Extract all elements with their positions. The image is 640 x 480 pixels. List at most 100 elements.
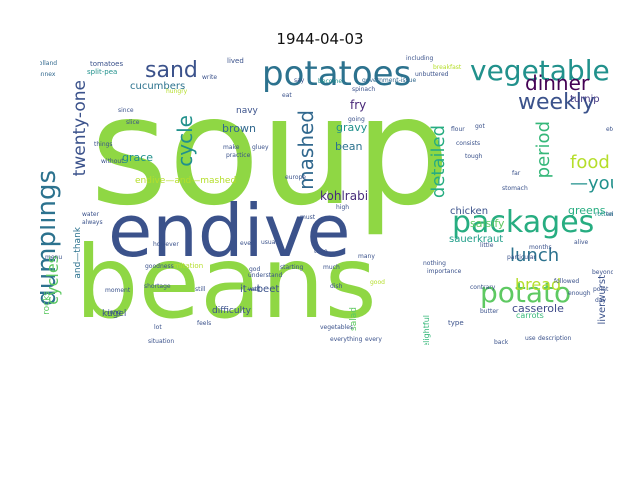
word-cloud-word: rotten xyxy=(595,211,613,218)
word-cloud-word: point xyxy=(593,286,609,293)
word-cloud-word: understand xyxy=(248,272,283,279)
word-cloud-word: use xyxy=(525,335,536,342)
word-cloud-word: starting xyxy=(280,264,304,271)
word-cloud-word: packages xyxy=(452,205,595,240)
word-cloud-word: endive xyxy=(108,189,351,273)
word-cloud-word: lot xyxy=(154,324,162,331)
word-cloud-word: annex xyxy=(40,71,56,78)
word-cloud-word: salsify xyxy=(470,217,505,230)
word-cloud-word: holland xyxy=(40,60,58,67)
word-cloud-word: followed xyxy=(554,278,580,285)
word-cloud-word: menu xyxy=(45,254,63,261)
word-cloud-word: lunch xyxy=(510,245,560,266)
word-cloud-word: since xyxy=(118,107,134,114)
word-cloud-word: god xyxy=(249,266,261,273)
word-cloud-word: situation xyxy=(148,338,175,345)
word-cloud-word: long xyxy=(108,309,121,316)
word-cloud-word: bean xyxy=(335,140,363,153)
word-cloud-word: enough xyxy=(568,290,591,297)
word-cloud-word: soup xyxy=(90,65,451,239)
word-cloud-word: kugel xyxy=(102,309,127,319)
word-cloud-word: beans xyxy=(75,224,377,341)
word-cloud-word: well xyxy=(248,286,260,293)
word-cloud-word: it—beet xyxy=(240,284,280,295)
word-cloud-word: tell xyxy=(606,211,613,218)
word-cloud-word: months xyxy=(529,244,552,251)
word-cloud-word: government-issue xyxy=(362,77,417,84)
word-cloud-word: must xyxy=(300,214,316,221)
word-cloud-word: tomatoes xyxy=(90,60,124,68)
word-cloud-word: butter xyxy=(480,308,499,315)
word-cloud-word: say xyxy=(294,77,305,84)
word-cloud-word: things xyxy=(94,141,113,148)
word-cloud-word: and—thank xyxy=(73,227,83,279)
word-cloud-word: going xyxy=(348,116,365,123)
word-cloud-word: day xyxy=(595,297,607,304)
word-cloud-word: little xyxy=(480,242,494,249)
word-cloud-word: alive xyxy=(574,239,589,246)
word-cloud-word: even xyxy=(240,240,255,247)
word-cloud-word: weekly xyxy=(518,90,595,115)
word-cloud-word: —you xyxy=(570,173,613,194)
word-cloud-word: grace xyxy=(122,151,154,164)
word-cloud-word: everything xyxy=(330,336,363,343)
word-cloud-word: gravy xyxy=(336,121,368,134)
word-cloud-word: bread xyxy=(515,275,562,294)
word-cloud-word: rocks xyxy=(42,291,52,315)
word-cloud-word: chicken xyxy=(450,206,489,217)
chart-title: 1944-04-03 xyxy=(276,30,364,48)
word-cloud-word: unbuttered xyxy=(415,71,449,78)
word-cloud-word: brown xyxy=(222,122,256,135)
word-cloud-word: consists xyxy=(456,140,481,147)
word-cloud-word: write xyxy=(202,74,218,81)
word-cloud-word: particular xyxy=(507,254,536,261)
word-cloud-word: moment xyxy=(105,287,131,294)
word-cloud-word: europe xyxy=(285,174,306,181)
word-cloud-word: importance xyxy=(427,268,462,275)
word-cloud-word: potato xyxy=(480,276,572,309)
word-cloud-word: beyond xyxy=(592,269,613,276)
word-cloud-word: difficulty xyxy=(212,306,251,316)
word-cloud-word: contrary xyxy=(470,284,496,291)
word-cloud-word: stomach xyxy=(502,185,528,192)
word-cloud-word: every xyxy=(365,336,382,343)
word-cloud-word: nothing xyxy=(423,260,446,267)
word-cloud-word: much xyxy=(323,264,340,271)
word-cloud-word: casserole xyxy=(512,302,564,315)
word-cloud-word: lived xyxy=(227,57,244,65)
word-cloud-word: cucumbers xyxy=(130,81,186,92)
word-cloud-word: spinach xyxy=(352,86,376,93)
word-cloud-word: period xyxy=(533,121,554,179)
word-cloud-word: endive—and—mashed xyxy=(135,176,237,186)
word-cloud-word: however xyxy=(153,241,179,248)
word-cloud-word: greens xyxy=(568,204,606,217)
word-cloud-word: become xyxy=(318,78,343,85)
word-cloud-word: goodness xyxy=(145,263,174,270)
word-cloud-word: many xyxy=(358,253,375,260)
word-cloud-word: feels xyxy=(197,320,212,327)
word-cloud-word: sand xyxy=(145,58,198,83)
word-cloud-word: delightful xyxy=(422,315,431,345)
word-cloud-word: far xyxy=(512,170,521,177)
word-cloud-word: flour xyxy=(451,126,465,133)
word-cloud-word: always xyxy=(82,219,103,226)
word-cloud-word: usual xyxy=(261,239,278,246)
word-cloud-word: cycle xyxy=(173,115,197,167)
word-cloud-word: back xyxy=(494,339,509,346)
word-cloud-word: dish xyxy=(330,283,343,290)
word-cloud-word: dinner xyxy=(525,71,590,95)
word-cloud-word: etc xyxy=(251,286,261,293)
word-cloud-word: turnip xyxy=(570,94,600,105)
word-cloud-word: tough xyxy=(465,153,483,160)
word-cloud-word: high xyxy=(336,204,350,211)
word-cloud-word: practice xyxy=(226,152,251,159)
word-cloud-word: make xyxy=(223,144,240,151)
word-cloud-word: time xyxy=(314,248,328,255)
word-cloud-word: shortage xyxy=(144,283,171,290)
word-cloud-word: water xyxy=(82,211,100,218)
word-cloud-word: good xyxy=(370,279,385,286)
word-cloud-word: eat xyxy=(282,92,292,99)
word-cloud-word: imitation xyxy=(172,262,204,270)
word-cloud-word: still xyxy=(195,286,206,293)
word-cloud-word: got xyxy=(475,123,485,130)
